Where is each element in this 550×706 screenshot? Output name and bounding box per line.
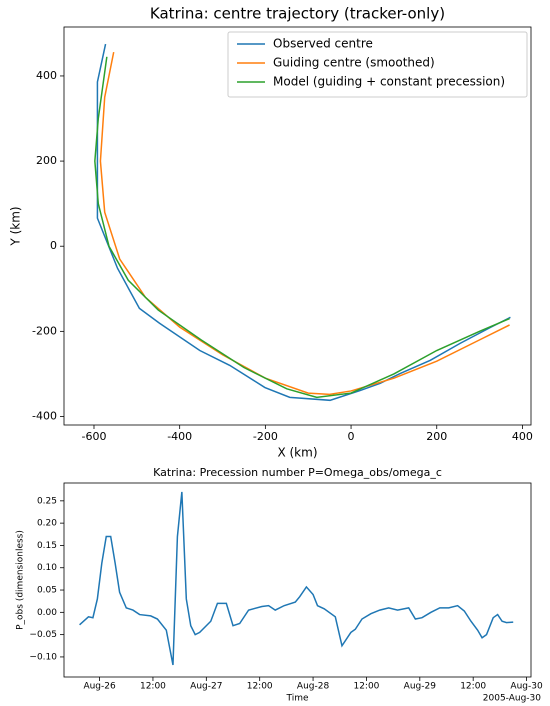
y-tick-label: 0.05 xyxy=(37,586,57,596)
x-tick-label: Aug-26 xyxy=(83,682,116,692)
y-tick-label: 0 xyxy=(50,239,57,252)
y-tick-label: −0.10 xyxy=(29,652,57,662)
legend: Observed centre Guiding centre (smoothed)… xyxy=(227,31,528,98)
data-line xyxy=(96,43,511,402)
x-tick-label: 400 xyxy=(512,430,533,443)
y-tick-label: 400 xyxy=(36,69,57,82)
y-tick-label: -200 xyxy=(32,324,57,337)
legend-box xyxy=(227,31,528,98)
x-tick-label: 12:00 xyxy=(140,682,166,692)
x-tick-label: 200 xyxy=(426,430,447,443)
x-tick-label: Aug-27 xyxy=(190,682,222,692)
plot-area xyxy=(94,43,511,402)
x-tick-label: -400 xyxy=(167,430,192,443)
y-tick-label: -400 xyxy=(32,409,57,422)
legend-label: Observed centre xyxy=(273,37,373,51)
y-tick-label: 200 xyxy=(36,154,57,167)
data-line xyxy=(94,56,510,399)
x-tick-label: 0 xyxy=(348,430,355,443)
y-tick-label: −0.05 xyxy=(29,630,57,640)
legend-label: Model (guiding + constant precession) xyxy=(273,75,505,89)
x-tick-label: 12:00 xyxy=(353,682,379,692)
x-tick-label: -200 xyxy=(253,430,278,443)
y-tick-label: 0.20 xyxy=(37,519,57,529)
data-line xyxy=(99,51,510,396)
x-offset-label: 2005-Aug-30 xyxy=(483,694,542,704)
y-axis-label: P_obs (dimensionless) xyxy=(16,530,26,630)
y-tick-label: 0.00 xyxy=(37,608,57,618)
legend-label: Guiding centre (smoothed) xyxy=(273,56,435,70)
x-tick-label: Aug-28 xyxy=(297,682,330,692)
data-line xyxy=(79,491,514,666)
x-tick-label: Aug-30 xyxy=(510,682,543,692)
plot-area xyxy=(79,491,514,666)
x-tick-label: -600 xyxy=(82,430,107,443)
x-axis-label: Time xyxy=(285,694,308,704)
chart-title: Katrina: centre trajectory (tracker-only… xyxy=(150,5,445,23)
y-tick-label: 0.15 xyxy=(37,541,57,551)
x-tick-label: 12:00 xyxy=(247,682,273,692)
x-axis-label: X (km) xyxy=(277,446,317,460)
y-tick-label: 0.25 xyxy=(37,496,57,506)
y-axis-label: Y (km) xyxy=(9,206,23,246)
x-tick-label: Aug-29 xyxy=(404,682,437,692)
axes-frame xyxy=(63,26,532,426)
y-tick-label: 0.10 xyxy=(37,563,57,573)
x-tick-label: 12:00 xyxy=(460,682,486,692)
chart-title: Katrina: Precession number P=Omega_obs/o… xyxy=(153,466,442,479)
axes-frame xyxy=(63,482,532,678)
